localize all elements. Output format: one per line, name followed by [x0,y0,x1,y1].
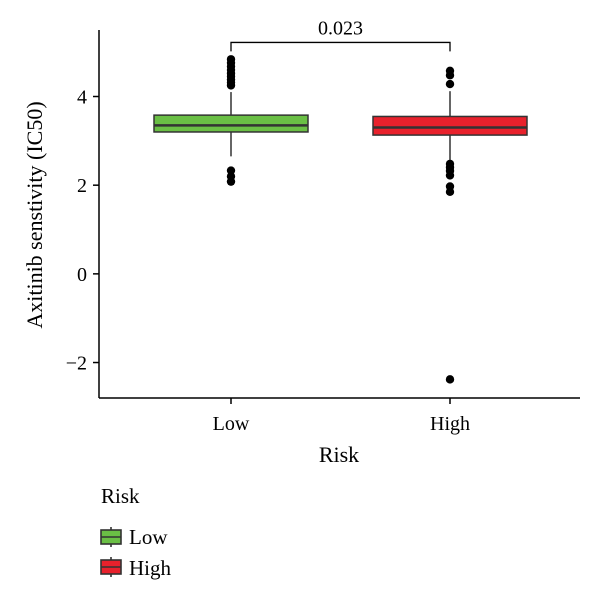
x-tick-label: Low [213,413,250,435]
y-tick-label: 2 [77,175,87,197]
p-value-label: 0.023 [318,17,363,39]
outlier-high [445,187,455,197]
significance-bracket [230,41,451,52]
legend-item-high: High [100,556,172,580]
outlier-high [445,171,455,180]
box-high [372,115,528,136]
outlier-high [445,79,455,89]
legend: Risk Low High [100,484,172,580]
y-axis-title: Axitinib senstivity (IC50) [22,101,47,328]
legend-item-low: Low [100,525,168,549]
outlier-low [226,55,236,64]
x-axis-title: Risk [319,442,359,467]
outlier-high [445,375,455,384]
legend-label-low: Low [129,525,168,549]
plot-area: −2 0 2 4 Low High 0.023 [66,17,580,435]
outlier-low [226,166,236,175]
y-tick-label: −2 [66,353,87,375]
outlier-high [445,66,455,75]
box-low [153,114,309,133]
legend-label-high: High [129,556,172,580]
legend-title: Risk [101,484,140,508]
y-tick-label: 0 [77,264,87,286]
y-tick-label: 4 [77,87,87,109]
outlier-low [226,177,236,186]
x-tick-label: High [430,413,470,435]
